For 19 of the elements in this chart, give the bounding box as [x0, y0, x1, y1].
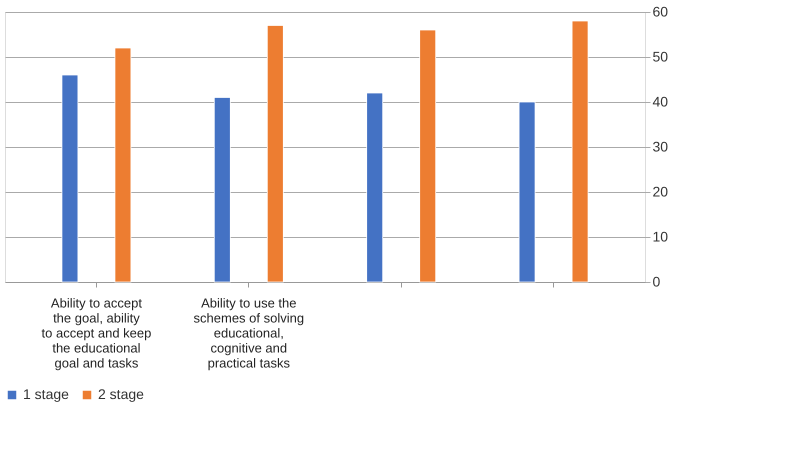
- x-tick-label: Ability to accept the goal, ability to accept and keep the educational goal and tasks: [42, 296, 152, 370]
- bar: [572, 20, 588, 282]
- bar: [62, 74, 78, 282]
- legend-label: 1 stage: [23, 386, 70, 402]
- y-tick-label: 30: [652, 138, 668, 154]
- bar: [266, 25, 284, 282]
- y-tick-label: 0: [652, 274, 660, 290]
- bar: [518, 102, 536, 282]
- y-tick-label: 60: [652, 4, 668, 20]
- y-tick-label: 50: [652, 48, 668, 64]
- bar: [419, 30, 436, 282]
- bar: [114, 48, 132, 282]
- y-tick-label: 20: [652, 184, 668, 200]
- legend-label: 2 stage: [98, 386, 144, 402]
- x-tick-label: Ability to use the schemes of solving educational, cognitive and practical tasks: [194, 296, 304, 370]
- bar: [214, 97, 231, 282]
- y-tick-label: 40: [652, 94, 668, 110]
- bar: [366, 92, 384, 282]
- y-tick-label: 10: [652, 228, 668, 244]
